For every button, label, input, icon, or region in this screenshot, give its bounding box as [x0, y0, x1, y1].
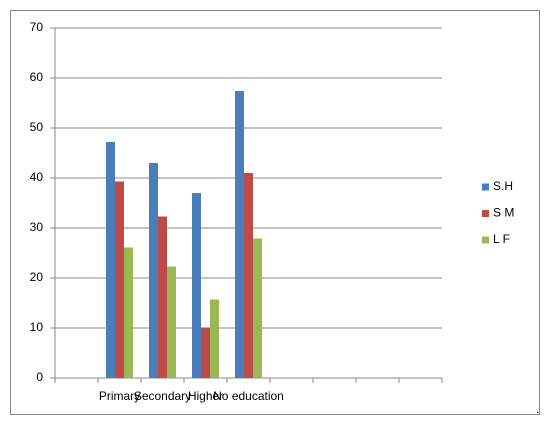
- legend-label: L F: [493, 232, 510, 246]
- bar: [115, 181, 124, 378]
- y-tick-label: 10: [30, 320, 44, 334]
- y-tick-label: 20: [30, 270, 44, 284]
- y-tick-label: 70: [30, 20, 44, 34]
- bar: [253, 238, 262, 378]
- legend-swatch: [482, 183, 489, 191]
- note: .: [536, 402, 539, 416]
- legend-swatch: [482, 210, 489, 217]
- bar: [167, 266, 176, 378]
- y-tick-label: 0: [36, 370, 43, 384]
- bar: [192, 193, 201, 378]
- legend-label: S.H: [493, 179, 513, 193]
- bar: [210, 299, 219, 378]
- y-tick-label: 50: [30, 120, 44, 134]
- x-tick-label: Higher: [188, 389, 223, 403]
- bar: [158, 216, 167, 378]
- x-tick-label: Secondary: [134, 389, 191, 403]
- x-tick-label: No education: [213, 389, 284, 403]
- bar: [235, 91, 244, 378]
- legend-label: S M: [493, 206, 514, 220]
- bar: [106, 142, 115, 378]
- y-tick-label: 40: [30, 170, 44, 184]
- bar: [124, 247, 133, 378]
- chart-frame: [10, 10, 540, 415]
- y-tick-label: 30: [30, 220, 44, 234]
- bar: [244, 173, 253, 378]
- y-tick-label: 60: [30, 70, 44, 84]
- legend-swatch: [482, 236, 489, 244]
- bar: [149, 163, 158, 378]
- x-tick-label: Primary: [99, 389, 140, 403]
- bar: [201, 327, 210, 378]
